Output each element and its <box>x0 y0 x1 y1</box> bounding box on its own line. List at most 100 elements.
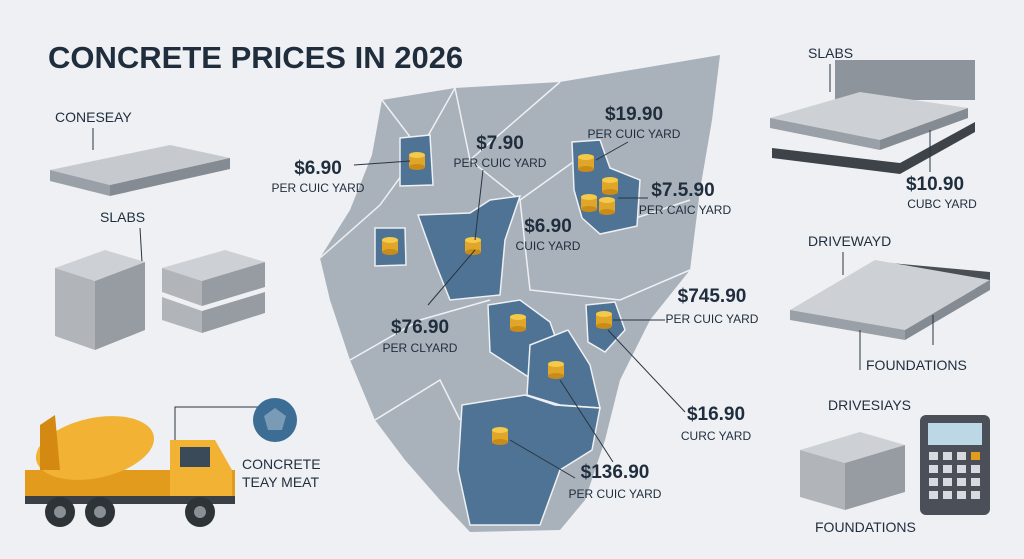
leader-line <box>509 439 576 479</box>
unit: PER CAIC YARD <box>639 203 732 217</box>
shape <box>54 506 66 518</box>
shape <box>835 60 975 100</box>
shape <box>110 158 230 196</box>
mixer-truck <box>25 415 235 527</box>
coin-icon <box>492 427 508 445</box>
shape <box>790 260 990 330</box>
unit: CURC YARD <box>681 429 752 443</box>
coin-icon <box>382 237 398 255</box>
price: $19.90 <box>605 104 663 125</box>
shape <box>55 250 145 281</box>
shape <box>264 408 286 430</box>
leader-lines <box>353 141 686 479</box>
price: $6.90 <box>524 216 572 237</box>
calculator <box>920 415 990 515</box>
label: FOUNDATIONS <box>866 357 967 373</box>
shape <box>50 145 230 185</box>
shape <box>929 491 938 499</box>
leader-line <box>595 141 629 161</box>
label: SLABS <box>808 45 853 61</box>
label: FOUNDATIONS <box>815 519 916 535</box>
shape <box>971 452 980 460</box>
price: $745.90 <box>678 286 747 307</box>
title: CONCRETE PRICES IN 2026 <box>48 40 463 75</box>
label: TEAY MEAT <box>242 474 319 490</box>
shape <box>957 491 966 499</box>
coin-icon <box>578 154 594 172</box>
shape <box>929 452 980 499</box>
label: SLABS <box>100 209 145 225</box>
shape <box>943 491 952 499</box>
unit: CUBC YARD <box>907 197 977 211</box>
shape <box>943 465 952 473</box>
shape <box>35 416 155 480</box>
unit: CUIC YARD <box>516 239 581 253</box>
label: DRIVESIAYS <box>828 397 911 413</box>
shape <box>971 478 980 486</box>
coin-icon <box>602 177 618 195</box>
shape <box>202 292 265 333</box>
shape <box>95 262 145 350</box>
shape <box>50 170 110 196</box>
price: $136.90 <box>581 462 650 483</box>
map <box>319 55 720 532</box>
shape <box>162 297 202 333</box>
shape <box>800 432 905 463</box>
shape <box>928 423 982 445</box>
shape <box>457 394 601 526</box>
price: $10.90 <box>906 174 964 195</box>
leader-line <box>519 199 691 301</box>
unit: PER CUIC YARD <box>272 181 365 195</box>
price: $16.90 <box>687 404 745 425</box>
shape <box>971 465 980 473</box>
shape <box>94 506 106 518</box>
shape <box>943 478 952 486</box>
unit: PER CUIC YARD <box>569 487 662 501</box>
shape <box>929 452 938 460</box>
price: $76.90 <box>391 317 449 338</box>
shape <box>162 268 202 306</box>
coin-icon <box>581 194 597 212</box>
leader-line <box>139 227 143 263</box>
unit: PER CUIC YARD <box>454 156 547 170</box>
shape <box>162 250 265 281</box>
shape <box>194 506 206 518</box>
leader-line <box>427 249 476 306</box>
label: DRIVEWAYD <box>808 233 891 249</box>
leader-line <box>474 169 484 241</box>
leader-line <box>174 406 262 440</box>
shape <box>957 465 966 473</box>
shape <box>905 280 990 340</box>
coin-icon <box>409 152 425 170</box>
shape <box>943 452 952 460</box>
price: $6.90 <box>294 158 342 179</box>
coin-icon <box>510 314 526 332</box>
shape <box>25 496 235 504</box>
shape <box>253 398 297 442</box>
price-labels: $6.90 PER CUIC YARD $7.90 PER CUIC YARD … <box>272 104 759 501</box>
leader-line <box>349 299 491 361</box>
shape <box>180 447 210 467</box>
coin-icon <box>548 361 564 379</box>
coin-icon <box>599 197 615 215</box>
leader-line <box>353 160 411 166</box>
price: $7.5.90 <box>651 180 714 201</box>
coin-icon <box>596 311 612 329</box>
right-panel: SLABS $10.90 CUBC YARD DRIVEWAYD FOUNDAT… <box>770 45 990 535</box>
unit: PER CUIC YARD <box>588 127 681 141</box>
left-panel: CONESEAY SLABS CONCRETE TEAY MEAT <box>25 109 321 527</box>
shape <box>770 118 880 150</box>
shape <box>55 268 95 350</box>
shape <box>929 465 938 473</box>
shape <box>845 445 905 510</box>
shape <box>790 310 905 340</box>
shape <box>971 491 980 499</box>
label: CONESEAY <box>55 109 132 125</box>
leader-line <box>374 378 461 421</box>
shape <box>202 262 265 306</box>
shape <box>772 122 975 174</box>
shape <box>800 450 845 510</box>
shape <box>957 478 966 486</box>
